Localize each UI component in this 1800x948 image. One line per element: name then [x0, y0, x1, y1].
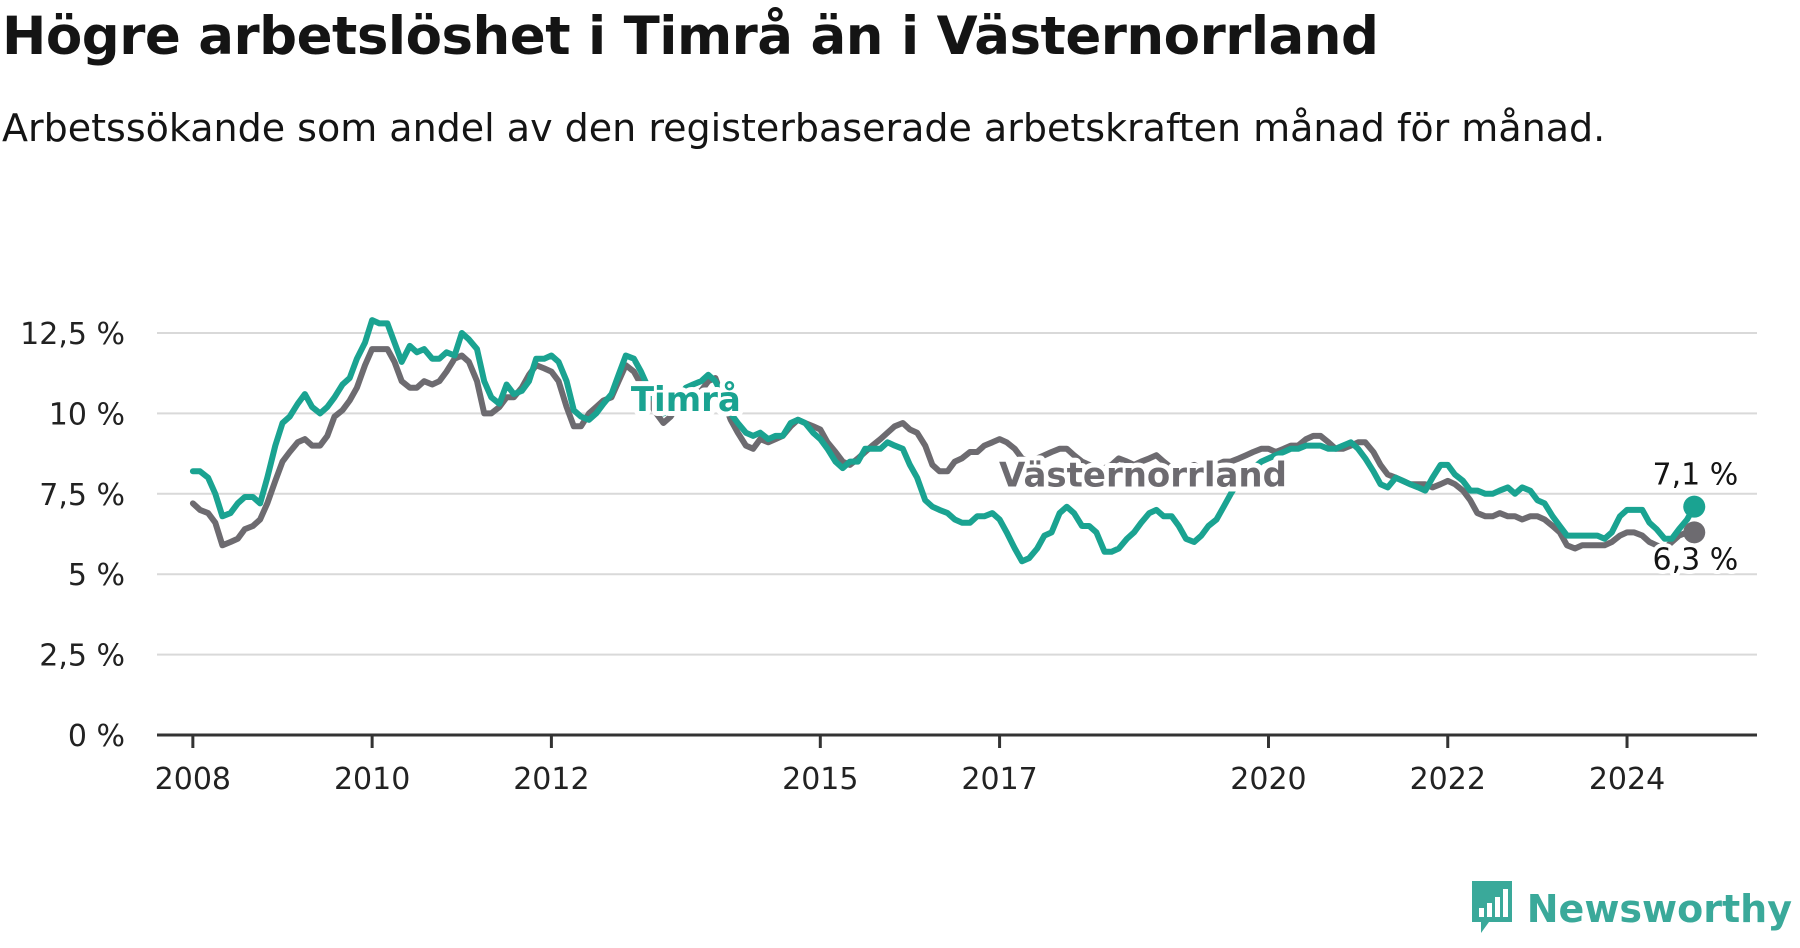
series-lines [189, 317, 1698, 565]
end-point-timra [1683, 495, 1706, 518]
x-tick-label: 2012 [513, 762, 589, 797]
x-tick-label: 2020 [1230, 762, 1306, 797]
newsworthy-logo-icon [1469, 878, 1515, 940]
x-tick-label: 2015 [782, 762, 858, 797]
newsworthy-logo[interactable]: Newsworthy [1469, 878, 1792, 940]
newsworthy-logo-text: Newsworthy [1526, 887, 1792, 931]
series-labels: Timrå Västernorrland [626, 375, 1292, 501]
end-markers: 7,1 % 6,3 % [1648, 454, 1742, 582]
chart-title: Högre arbetslöshet i Timrå än i Västerno… [2, 6, 1379, 67]
end-point-vasternorrland [1683, 521, 1706, 544]
x-tick-label: 2010 [334, 762, 410, 797]
x-axis-ticks: 2008 2010 2012 2015 2017 2020 2022 2024 [155, 735, 1665, 797]
y-tick-label: 12,5 % [20, 317, 125, 352]
x-tick-label: 2022 [1410, 762, 1486, 797]
x-tick-label: 2024 [1589, 762, 1665, 797]
y-tick-label: 2,5 % [39, 639, 125, 674]
series-line-vasternorrland [189, 346, 1698, 552]
x-tick-label: 2008 [155, 762, 231, 797]
x-tick-label: 2017 [961, 762, 1037, 797]
end-value-label-timra: 7,1 % [1652, 458, 1738, 493]
series-label-timra: Timrå [631, 380, 741, 420]
series-line-timra [189, 317, 1698, 565]
end-value-label-vasternorrland: 6,3 % [1652, 542, 1738, 577]
y-tick-label: 0 % [68, 719, 125, 754]
y-axis-ticks: 0 % 2,5 % 5 % 7,5 % 10 % 12,5 % [20, 317, 125, 754]
y-tick-label: 5 % [68, 558, 125, 593]
series-label-vasternorrland: Västernorrland [999, 456, 1287, 496]
chart-subtitle: Arbetssökande som andel av den registerb… [2, 106, 1606, 150]
y-tick-label: 10 % [49, 397, 125, 432]
y-tick-label: 7,5 % [39, 478, 125, 513]
